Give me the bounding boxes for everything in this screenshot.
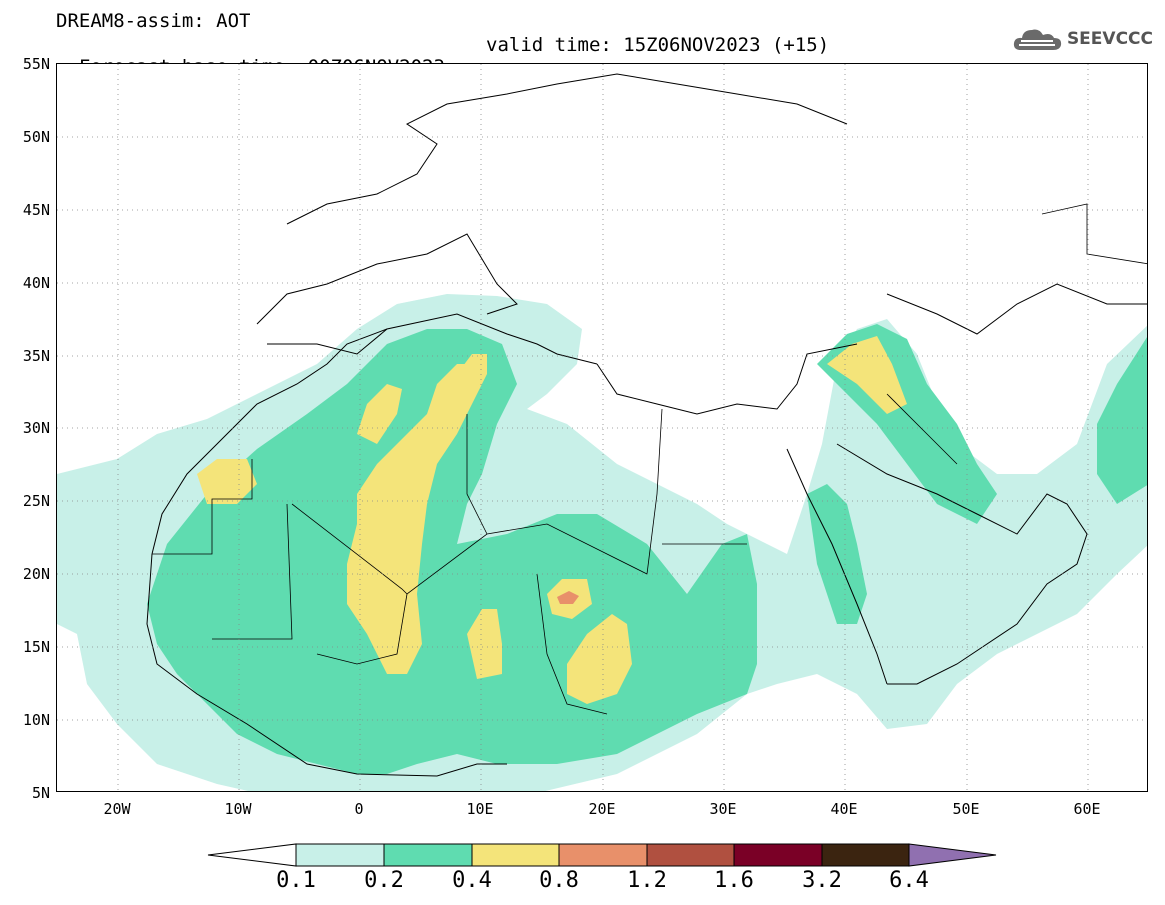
borders bbox=[152, 203, 1147, 715]
cloud-icon bbox=[1013, 29, 1062, 50]
lat-label: 15N bbox=[22, 638, 50, 656]
colorbar-swatch bbox=[733, 843, 823, 867]
lat-label: 40N bbox=[22, 274, 50, 292]
title-line: DREAM8-assim: AOT bbox=[56, 10, 251, 32]
lon-label: 50E bbox=[952, 800, 980, 818]
lat-label: 20N bbox=[22, 565, 50, 583]
logo-text: SEEVCCC bbox=[1066, 29, 1153, 49]
colorbar-label: 1.6 bbox=[714, 868, 754, 893]
lon-label: 10E bbox=[466, 800, 494, 818]
lon-label: 60E bbox=[1073, 800, 1101, 818]
lat-label: 10N bbox=[22, 711, 50, 729]
colorbar bbox=[207, 843, 997, 867]
lon-label: 10W bbox=[224, 800, 252, 818]
lat-label: 55N bbox=[22, 55, 50, 73]
lat-label: 30N bbox=[22, 419, 50, 437]
lat-label: 35N bbox=[22, 347, 50, 365]
colorbar-label: 3.2 bbox=[802, 868, 842, 893]
lon-label: 30E bbox=[709, 800, 737, 818]
colorbar-swatch bbox=[295, 843, 385, 867]
colorbar-label: 6.4 bbox=[889, 868, 929, 893]
lat-label: 50N bbox=[22, 128, 50, 146]
colorbar-swatch bbox=[558, 843, 648, 867]
lon-label: 40E bbox=[830, 800, 858, 818]
lon-label: 0 bbox=[354, 800, 364, 818]
lat-label: 25N bbox=[22, 492, 50, 510]
colorbar-swatch bbox=[383, 843, 473, 867]
colorbar-over-arrow bbox=[908, 843, 997, 867]
colorbar-swatch bbox=[471, 843, 560, 867]
colorbar-swatch bbox=[821, 843, 910, 867]
lon-label: 20W bbox=[103, 800, 131, 818]
lat-label: 45N bbox=[22, 201, 50, 219]
colorbar-swatch bbox=[646, 843, 735, 867]
aot-band-0.4 bbox=[197, 336, 907, 704]
colorbar-under-arrow bbox=[207, 843, 297, 867]
logo: SEEVCCC bbox=[1013, 26, 1153, 52]
aot-map bbox=[57, 64, 1147, 791]
aot-band-0.8 bbox=[557, 591, 579, 604]
lat-label: 5N bbox=[31, 784, 50, 802]
lon-label: 20E bbox=[588, 800, 616, 818]
graticule bbox=[57, 64, 1147, 791]
coastlines bbox=[146, 73, 1147, 777]
valid-time: valid time: 15Z06NOV2023 (+15) bbox=[486, 34, 830, 56]
colorbar-label: 1.2 bbox=[627, 868, 667, 893]
map-panel bbox=[56, 63, 1148, 792]
colorbar-label: 0.1 bbox=[276, 868, 316, 893]
colorbar-label: 0.8 bbox=[539, 868, 579, 893]
colorbar-label: 0.2 bbox=[364, 868, 404, 893]
colorbar-label: 0.4 bbox=[452, 868, 492, 893]
